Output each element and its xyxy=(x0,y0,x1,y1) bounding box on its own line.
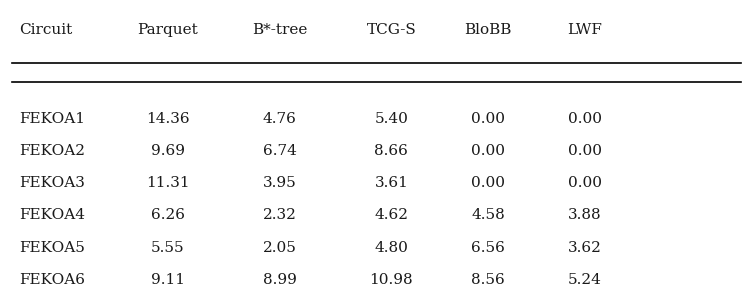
Text: 5.55: 5.55 xyxy=(151,241,184,255)
Text: 10.98: 10.98 xyxy=(370,273,413,287)
Text: 3.88: 3.88 xyxy=(569,208,602,222)
Text: Parquet: Parquet xyxy=(138,23,198,37)
Text: 0.00: 0.00 xyxy=(568,176,602,190)
Text: FEKOA1: FEKOA1 xyxy=(19,112,85,126)
Text: 4.58: 4.58 xyxy=(471,208,505,222)
Text: 0.00: 0.00 xyxy=(471,144,505,158)
Text: TCG-S: TCG-S xyxy=(367,23,416,37)
Text: FEKOA2: FEKOA2 xyxy=(19,144,85,158)
Text: FEKOA5: FEKOA5 xyxy=(19,241,85,255)
Text: 3.95: 3.95 xyxy=(263,176,297,190)
Text: 0.00: 0.00 xyxy=(568,112,602,126)
Text: FEKOA4: FEKOA4 xyxy=(19,208,85,222)
Text: 8.56: 8.56 xyxy=(471,273,505,287)
Text: 4.80: 4.80 xyxy=(374,241,408,255)
Text: 6.56: 6.56 xyxy=(471,241,505,255)
Text: 0.00: 0.00 xyxy=(568,144,602,158)
Text: FEKOA6: FEKOA6 xyxy=(19,273,85,287)
Text: 3.62: 3.62 xyxy=(568,241,602,255)
Text: FEKOA3: FEKOA3 xyxy=(19,176,85,190)
Text: LWF: LWF xyxy=(568,23,602,37)
Text: B*-tree: B*-tree xyxy=(252,23,307,37)
Text: 5.24: 5.24 xyxy=(568,273,602,287)
Text: 4.62: 4.62 xyxy=(374,208,408,222)
Text: 9.11: 9.11 xyxy=(151,273,185,287)
Text: Circuit: Circuit xyxy=(19,23,72,37)
Text: 2.32: 2.32 xyxy=(263,208,297,222)
Text: 14.36: 14.36 xyxy=(146,112,190,126)
Text: 6.74: 6.74 xyxy=(263,144,297,158)
Text: 5.40: 5.40 xyxy=(374,112,408,126)
Text: BloBB: BloBB xyxy=(465,23,512,37)
Text: 6.26: 6.26 xyxy=(151,208,185,222)
Text: 0.00: 0.00 xyxy=(471,112,505,126)
Text: 9.69: 9.69 xyxy=(151,144,185,158)
Text: 8.66: 8.66 xyxy=(374,144,408,158)
Text: 8.99: 8.99 xyxy=(263,273,297,287)
Text: 0.00: 0.00 xyxy=(471,176,505,190)
Text: 2.05: 2.05 xyxy=(263,241,297,255)
Text: 3.61: 3.61 xyxy=(374,176,408,190)
Text: 4.76: 4.76 xyxy=(263,112,297,126)
Text: 11.31: 11.31 xyxy=(146,176,190,190)
